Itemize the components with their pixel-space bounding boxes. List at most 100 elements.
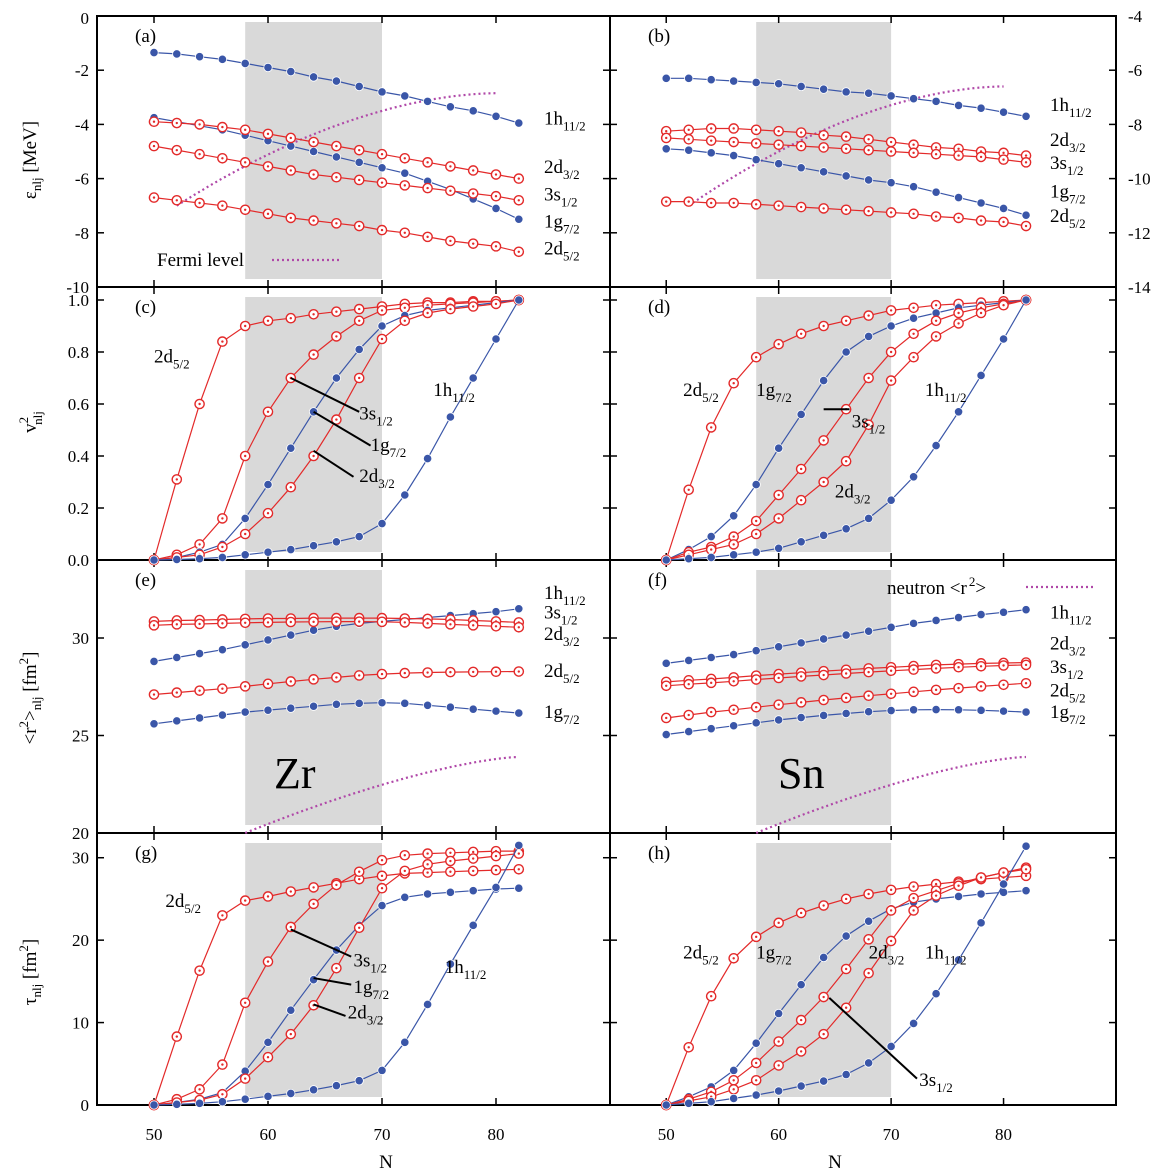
data-point-dot [934, 304, 938, 307]
data-point-dot [732, 535, 735, 538]
data-point [514, 295, 524, 305]
data-point [514, 708, 524, 718]
data-point [331, 537, 341, 547]
y-axis-label-tau: τnlj [fm2] [16, 939, 44, 1005]
data-point-dot [198, 969, 201, 972]
data-point-dot [380, 309, 384, 312]
data-point-dot [799, 205, 803, 209]
data-point [491, 607, 501, 617]
data-point-dot [867, 376, 870, 380]
data-point-dot [732, 1088, 735, 1091]
x-axis-label-right: N [828, 1152, 842, 1173]
data-point-dot [289, 169, 292, 172]
data-point [819, 530, 829, 540]
y2-tick-label: -8 [1128, 115, 1142, 134]
data-point-dot [449, 859, 452, 863]
data-point-dot [312, 886, 315, 889]
panel-tag: (h) [648, 843, 670, 864]
data-point-dot [1002, 220, 1005, 224]
data-point-dot [732, 140, 735, 144]
data-point [841, 931, 851, 941]
data-point [331, 76, 341, 86]
data-point-dot [1024, 154, 1028, 157]
data-point-dot [494, 625, 498, 628]
data-point [819, 1076, 829, 1086]
data-point [172, 1099, 182, 1109]
data-point-dot [844, 967, 848, 971]
data-point-dot [221, 622, 224, 625]
data-point-dot [472, 869, 475, 873]
orbital-label: 1g7/2 [1050, 182, 1086, 207]
data-point-dot [494, 854, 498, 858]
data-point [729, 1093, 739, 1104]
orbital-label: 1h11/2 [925, 380, 967, 405]
data-point [422, 453, 433, 464]
data-point [240, 550, 250, 560]
data-point [751, 155, 761, 165]
data-point-dot [710, 201, 713, 205]
data-point [217, 1097, 227, 1107]
data-point-dot [754, 142, 758, 145]
data-point-dot [844, 135, 848, 138]
orbital-label: 2d3/2 [869, 942, 905, 967]
data-point [308, 625, 319, 635]
data-point-dot [799, 701, 803, 704]
y-tick-label: -10 [66, 278, 89, 297]
data-point-dot [799, 499, 803, 502]
data-point-dot [799, 467, 803, 471]
data-point [886, 705, 896, 716]
data-point [400, 698, 410, 708]
data-point [468, 920, 478, 930]
data-point [864, 88, 874, 98]
data-point [886, 495, 896, 505]
data-point-dot [912, 332, 915, 335]
data-point-dot [244, 532, 247, 536]
data-point [796, 163, 806, 173]
data-point [729, 1065, 739, 1075]
data-point-dot [957, 884, 960, 887]
data-point-dot [221, 157, 224, 160]
orbital-label: 1h11/2 [925, 942, 967, 967]
data-point-dot [1024, 663, 1028, 667]
data-point-dot [979, 155, 983, 159]
data-point-dot [844, 147, 848, 150]
panel-tag: (e) [135, 570, 156, 591]
orbital-label: 1h11/2 [1050, 603, 1092, 628]
data-point [149, 555, 159, 565]
data-point-dot [289, 136, 292, 140]
data-point-dot [732, 543, 735, 546]
data-point-dot [312, 140, 315, 144]
data-point [729, 76, 739, 86]
orbital-label: 3s1/2 [852, 411, 886, 436]
data-point [751, 718, 761, 728]
data-point-dot [979, 665, 983, 668]
data-point-dot [449, 239, 452, 243]
data-point [684, 145, 694, 155]
data-point-dot [1002, 871, 1005, 874]
data-point-dot [1024, 224, 1028, 228]
data-point-dot [289, 620, 292, 624]
data-point-dot [244, 128, 247, 132]
data-point-dot [1024, 161, 1028, 164]
data-point [195, 1098, 205, 1108]
data-point [684, 554, 694, 564]
data-point-dot [799, 911, 803, 915]
data-point [774, 443, 784, 453]
y-tick-label: 1.0 [68, 291, 89, 310]
data-point-dot [912, 306, 915, 309]
neutron-radius-curve [244, 755, 519, 835]
data-point-dot [289, 216, 292, 220]
y-tick-label: 0.0 [68, 551, 89, 570]
data-point [1021, 210, 1031, 220]
orbital-label: 2d5/2 [1050, 206, 1086, 231]
data-point [953, 891, 964, 902]
data-point-dot [822, 995, 825, 999]
data-point [908, 705, 919, 715]
data-point-dot [335, 310, 338, 313]
label-leader-line [313, 1003, 346, 1017]
data-point-dot [754, 1061, 758, 1065]
data-point [308, 407, 319, 417]
data-point-dot [289, 925, 292, 929]
data-point-dot [335, 176, 338, 179]
data-point [445, 412, 455, 422]
